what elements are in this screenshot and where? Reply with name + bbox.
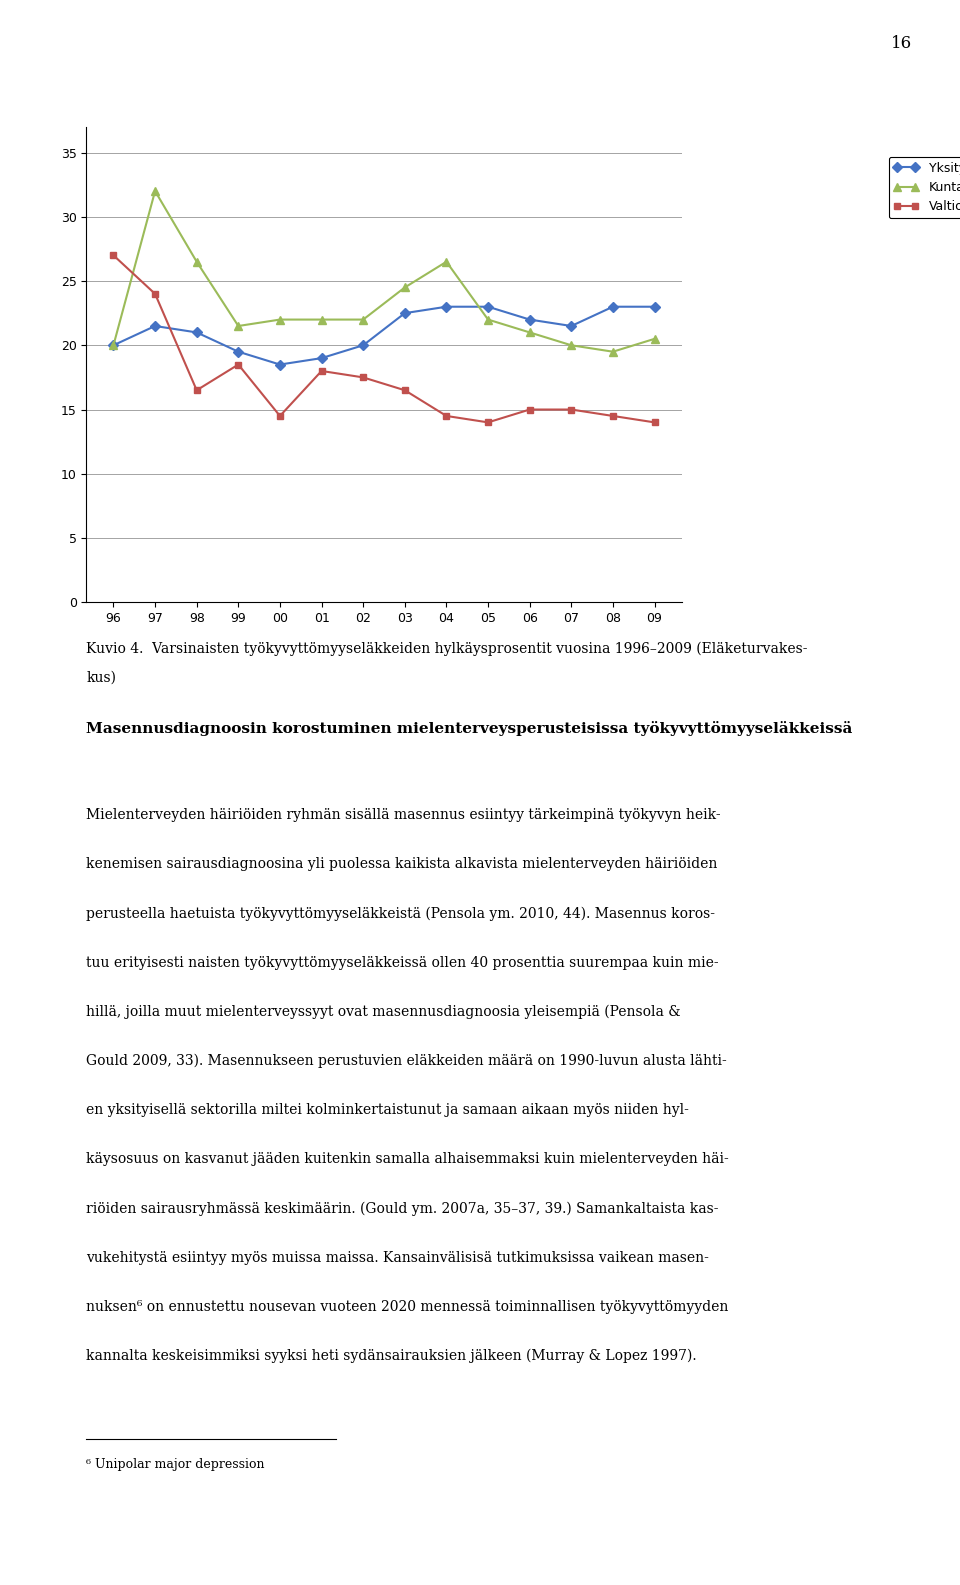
Text: hillä, joilla muut mielenterveyssyyt ovat masennusdiagnoosia yleisempiä (Pensola: hillä, joilla muut mielenterveyssyyt ova… [86, 1005, 681, 1019]
Text: perusteella haetuista työkyvyttömyyseläkkeistä (Pensola ym. 2010, 44). Masennus : perusteella haetuista työkyvyttömyyseläk… [86, 907, 715, 921]
Text: riöiden sairausryhmässä keskimäärin. (Gould ym. 2007a, 35–37, 39.) Samankaltaist: riöiden sairausryhmässä keskimäärin. (Go… [86, 1201, 719, 1216]
Text: kus): kus) [86, 670, 116, 685]
Text: käysosuus on kasvanut jääden kuitenkin samalla alhaisemmaksi kuin mielenterveyde: käysosuus on kasvanut jääden kuitenkin s… [86, 1152, 730, 1167]
Text: kannalta keskeisimmiksi syyksi heti sydänsairauksien jälkeen (Murray & Lopez 199: kannalta keskeisimmiksi syyksi heti sydä… [86, 1349, 697, 1363]
Text: 16: 16 [891, 35, 912, 52]
Text: nuksen⁶ on ennustettu nousevan vuoteen 2020 mennessä toiminnallisen työkyvyttömy: nuksen⁶ on ennustettu nousevan vuoteen 2… [86, 1300, 729, 1314]
Text: tuu erityisesti naisten työkyvyttömyyseläkkeissä ollen 40 prosenttia suurempaa k: tuu erityisesti naisten työkyvyttömyysel… [86, 956, 719, 970]
Text: vukehitystä esiintyy myös muissa maissa. Kansainvälisisä tutkimuksissa vaikean m: vukehitystä esiintyy myös muissa maissa.… [86, 1251, 709, 1265]
Text: Mielenterveyden häiriöiden ryhmän sisällä masennus esiintyy tärkeimpinä työkyvyn: Mielenterveyden häiriöiden ryhmän sisäll… [86, 808, 721, 823]
Text: Masennusdiagnoosin korostuminen mielenterveysperusteisissa työkyvyttömyyseläkkei: Masennusdiagnoosin korostuminen mielente… [86, 721, 852, 735]
Text: en yksityisellä sektorilla miltei kolminkertaistunut ja samaan aikaan myös niide: en yksityisellä sektorilla miltei kolmin… [86, 1103, 689, 1117]
Text: kenemisen sairausdiagnoosina yli puolessa kaikista alkavista mielenterveyden häi: kenemisen sairausdiagnoosina yli puoless… [86, 857, 718, 872]
Legend: Yksityinen sektori, Kunta, Valtio: Yksityinen sektori, Kunta, Valtio [889, 157, 960, 219]
Text: Kuvio 4.  Varsinaisten työkyvyttömyyseläkkeiden hylkäysprosentit vuosina 1996–20: Kuvio 4. Varsinaisten työkyvyttömyyseläk… [86, 642, 808, 656]
Text: ⁶ Unipolar major depression: ⁶ Unipolar major depression [86, 1458, 265, 1471]
Text: Gould 2009, 33). Masennukseen perustuvien eläkkeiden määrä on 1990-luvun alusta : Gould 2009, 33). Masennukseen perustuvie… [86, 1054, 727, 1068]
